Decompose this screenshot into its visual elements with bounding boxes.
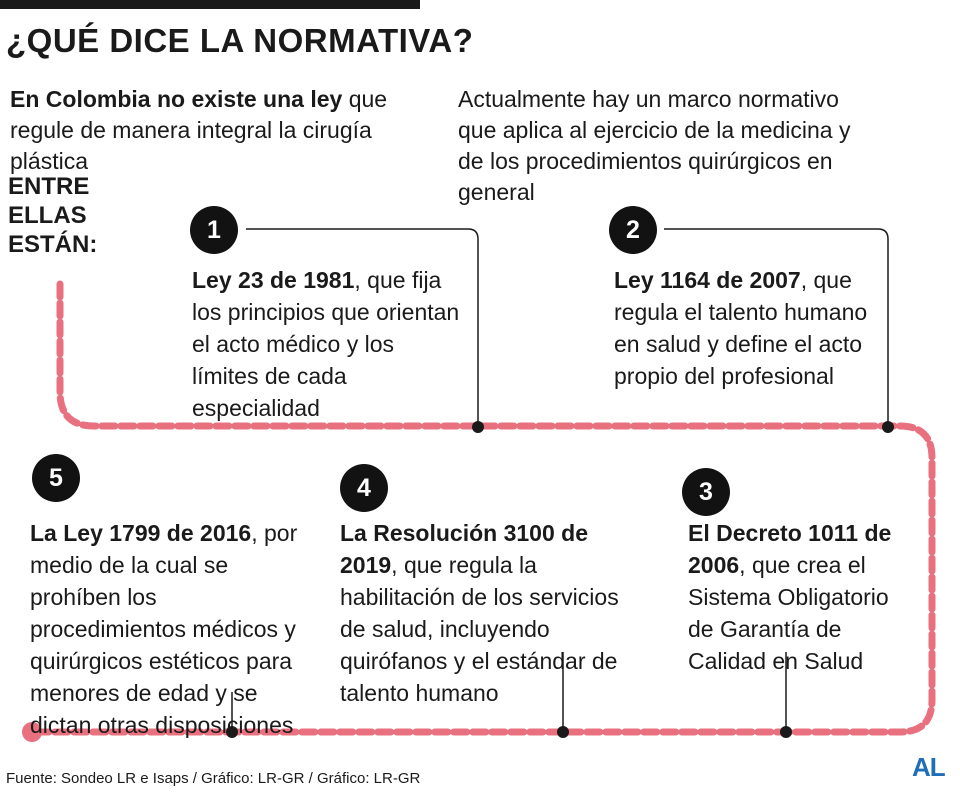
connector-2 (664, 228, 889, 426)
brand-logo: AL (912, 752, 946, 782)
item-3: El Decreto 1011 de 2006, que crea el Sis… (688, 517, 903, 677)
ellas-line: ELLAS (8, 202, 87, 229)
badge-5: 5 (32, 454, 80, 502)
intro-right: Actualmente hay un marco normativo que a… (458, 86, 851, 205)
badge-1: 1 (190, 206, 238, 254)
node-dot-1 (472, 421, 484, 433)
item-2-title: Ley 1164 de 2007 (614, 267, 801, 293)
top-rule (0, 0, 420, 9)
item-4-text: , que regula la habilitación de los serv… (340, 552, 619, 706)
item-1-text: , que fija los principios que orientan e… (192, 267, 460, 421)
item-2-text: , que regula el talento humano en salud … (614, 267, 868, 389)
source-footer: Fuente: Sondeo LR e Isaps / Gráfico: LR-… (6, 770, 421, 787)
item-1: Ley 23 de 1981, que fija los principios … (192, 264, 462, 424)
track-start-dot (22, 722, 42, 742)
intro-left-bold: En Colombia no existe una ley (10, 86, 343, 112)
item-4-title: La Resolución 3100 de 2019 (340, 520, 588, 578)
item-5-title: La Ley 1799 de 2016 (30, 520, 252, 546)
node-dot-2 (882, 421, 894, 433)
node-dot-4 (557, 726, 569, 738)
track-path (30, 280, 936, 736)
node-dot-3 (780, 726, 792, 738)
entre-line: ENTRE (8, 173, 90, 200)
entre-ellas-label: ENTRE ELLAS ESTÁN: (8, 172, 98, 259)
item-5-text: , por medio de la cual se prohíben los p… (30, 520, 298, 738)
badge-4: 4 (340, 464, 388, 512)
page-title: ¿QUÉ DICE LA NORMATIVA? (6, 22, 474, 59)
item-2: Ley 1164 de 2007, que regula el talento … (614, 264, 884, 392)
item-3-text: , que crea el Sistema Obligatorio de Gar… (688, 552, 889, 674)
node-dot-5 (226, 726, 238, 738)
badge-3: 3 (682, 468, 730, 516)
estan-line: ESTÁN: (8, 231, 98, 258)
item-3-title: El Decreto 1011 de 2006 (688, 520, 892, 578)
intro-left-rest: que regule de manera integral la cirugía… (10, 86, 388, 174)
item-1-title: Ley 23 de 1981 (192, 267, 355, 293)
item-4: La Resolución 3100 de 2019, que regula l… (340, 517, 645, 709)
intro-left: En Colombia no existe una ley que regule… (10, 84, 430, 177)
connector-1 (246, 228, 479, 426)
badge-2: 2 (609, 206, 657, 254)
item-5: La Ley 1799 de 2016, por medio de la cua… (30, 517, 310, 741)
